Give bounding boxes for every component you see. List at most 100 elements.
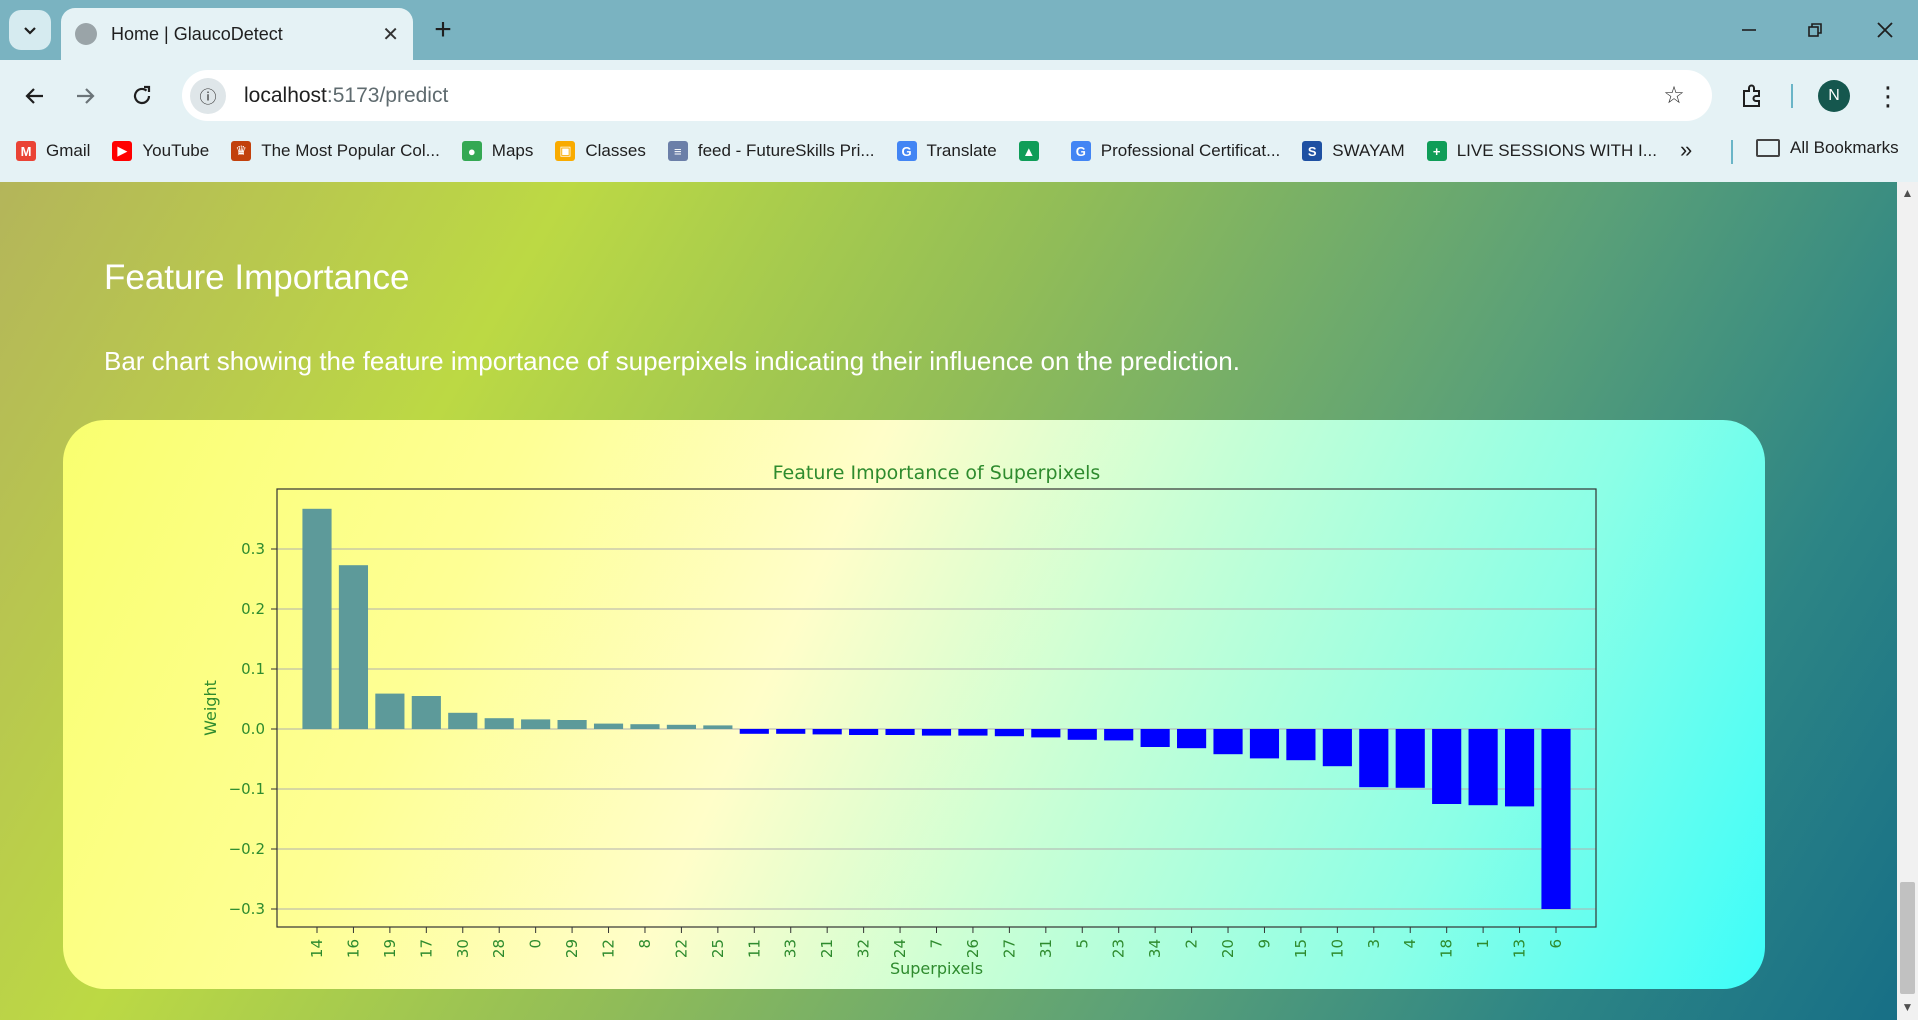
google-icon: G [1070, 141, 1091, 161]
x-tick-label: 31 [1037, 939, 1055, 958]
all-bookmarks-button[interactable]: All Bookmarks [1756, 138, 1899, 158]
x-tick-label: 14 [308, 939, 326, 958]
bookmark-drive[interactable]: ▲ [1018, 141, 1049, 161]
bar [739, 729, 769, 734]
bookmark-maps[interactable]: ● Maps [461, 141, 533, 161]
bookmark-label: The Most Popular Col... [261, 141, 440, 160]
x-tick-label: 23 [1110, 939, 1128, 958]
bar [1432, 729, 1462, 804]
tab-title: Home | GlaucoDetect [111, 23, 283, 44]
bar [411, 696, 441, 729]
bar [593, 723, 624, 729]
minimize-button[interactable] [1716, 0, 1782, 60]
y-tick-label: 0.2 [241, 600, 265, 618]
reload-button[interactable] [122, 76, 162, 116]
close-window-button[interactable] [1852, 0, 1918, 60]
x-tick-label: 24 [891, 939, 909, 958]
classroom-icon: ▣ [555, 141, 576, 161]
all-bookmarks-label: All Bookmarks [1790, 138, 1899, 157]
page-title: Feature Importance [104, 258, 410, 297]
y-tick-label: 0.0 [241, 720, 265, 738]
chart-title: Feature Importance of Superpixels [773, 462, 1101, 484]
bookmark-swayam[interactable]: S SWAYAM [1302, 141, 1405, 161]
x-tick-label: 27 [1000, 939, 1018, 958]
youtube-icon: ▶ [112, 141, 133, 161]
bar [484, 718, 514, 729]
popular-icon: ♛ [231, 141, 252, 161]
bar [1395, 729, 1425, 788]
sheets-icon: + [1426, 141, 1447, 161]
back-button[interactable] [14, 76, 54, 116]
scroll-thumb[interactable] [1900, 882, 1915, 994]
new-tab-button[interactable]: + [434, 13, 452, 46]
restore-button[interactable] [1782, 0, 1848, 60]
bar [812, 729, 842, 735]
bookmark-sheets[interactable]: + LIVE SESSIONS WITH I... [1426, 141, 1657, 161]
bookmark-label: SWAYAM [1332, 141, 1405, 160]
active-tab[interactable]: Home | GlaucoDetect ✕ [61, 8, 413, 60]
extensions-button[interactable] [1732, 76, 1772, 116]
bar [1286, 729, 1316, 761]
bookmark-translate[interactable]: G Translate [896, 141, 997, 161]
bookmark-label: Translate [926, 141, 997, 160]
close-tab-icon[interactable]: ✕ [382, 23, 399, 46]
title-bar: Home | GlaucoDetect ✕ + [0, 0, 1918, 60]
bar [302, 508, 332, 729]
bar [1213, 729, 1243, 755]
x-tick-label: 2 [1183, 939, 1201, 949]
bookmark-classroom[interactable]: ▣ Classes [555, 141, 646, 161]
scroll-down-icon[interactable]: ▼ [1901, 1000, 1914, 1014]
bookmark-google[interactable]: G Professional Certificat... [1070, 141, 1280, 161]
y-tick-label: −0.1 [229, 780, 265, 798]
scrollbar[interactable]: ▲ ▼ [1897, 182, 1918, 1020]
bookmark-star-icon[interactable]: ☆ [1663, 82, 1685, 109]
url-text[interactable]: localhost:5173/predict [244, 84, 1654, 108]
menu-icon[interactable]: ⋮ [1875, 80, 1901, 111]
x-axis-label: Superpixels [890, 959, 983, 978]
x-tick-label: 32 [855, 939, 873, 958]
bar [630, 724, 660, 729]
minimize-icon [1742, 29, 1756, 31]
folder-icon [1756, 139, 1780, 157]
y-tick-label: 0.1 [241, 660, 265, 678]
bar [958, 729, 988, 736]
x-tick-label: 6 [1547, 939, 1565, 949]
toolbar-divider [1791, 84, 1793, 108]
y-tick-label: −0.3 [229, 900, 265, 918]
x-tick-label: 10 [1328, 939, 1346, 958]
address-bar[interactable]: ⓘ localhost:5173/predict ☆ [182, 70, 1712, 121]
swayam-icon: S [1302, 141, 1323, 161]
x-tick-label: 12 [600, 939, 618, 958]
x-tick-label: 34 [1146, 939, 1164, 958]
bar [557, 720, 587, 729]
drive-icon: ▲ [1018, 141, 1039, 161]
x-tick-label: 22 [672, 939, 690, 958]
futureskills-icon: ≡ [667, 141, 688, 161]
x-tick-label: 11 [745, 939, 763, 958]
x-tick-label: 0 [527, 939, 545, 949]
bar [885, 729, 915, 735]
x-tick-label: 1 [1474, 939, 1492, 949]
chevron-down-icon [24, 27, 36, 35]
bookmark-gmail[interactable]: M Gmail [16, 141, 90, 161]
bookmark-popular[interactable]: ♛ The Most Popular Col... [231, 141, 440, 161]
chart-card: −0.3 −0.2 −0.1 0.0 0.1 0.2 0.3 14 16 19 17 30 28 0 29 1… [63, 420, 1765, 989]
close-icon [1877, 22, 1893, 38]
bar [1504, 729, 1535, 807]
translate-icon: G [896, 141, 917, 161]
x-tick-label: 13 [1511, 939, 1529, 958]
forward-button[interactable] [66, 76, 106, 116]
bar [1249, 729, 1280, 759]
bar [1104, 729, 1134, 741]
tab-search-button[interactable] [9, 10, 51, 50]
x-tick-label: 25 [709, 939, 727, 958]
bookmark-youtube[interactable]: ▶ YouTube [112, 141, 209, 161]
scroll-up-icon[interactable]: ▲ [1901, 186, 1914, 200]
bar [1359, 729, 1389, 788]
x-tick-label: 18 [1438, 939, 1456, 958]
bookmark-futureskills[interactable]: ≡ feed - FutureSkills Pri... [667, 141, 875, 161]
profile-avatar[interactable]: N [1818, 80, 1850, 112]
url-host: localhost [244, 83, 327, 107]
site-info-icon[interactable]: ⓘ [190, 77, 226, 114]
more-bookmarks-button[interactable]: » [1680, 137, 1693, 162]
